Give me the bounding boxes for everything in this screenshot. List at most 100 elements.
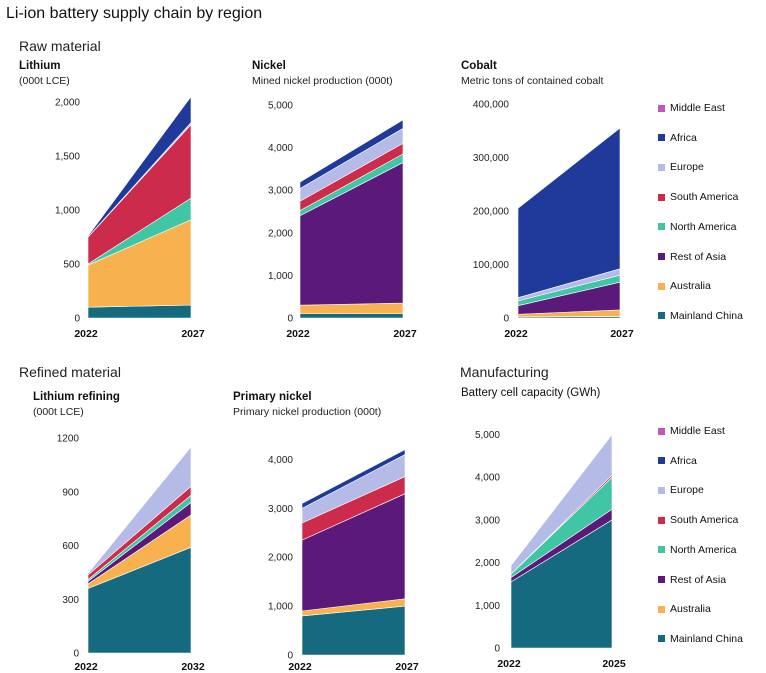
chart-5: 0 1,000 2,000 3,000 4,000 5,000 2022 2025 <box>475 430 626 670</box>
legend-item-mainland-china: Mainland China <box>658 309 743 323</box>
y-tick-label: 2,000 <box>55 98 80 109</box>
area-africa <box>87 95 192 238</box>
y-tick-label: 3,000 <box>268 186 293 197</box>
x-tick-label: 2022 <box>74 661 98 673</box>
legend-item-europe: Europe <box>658 483 704 497</box>
y-tick-label: 600 <box>62 541 79 552</box>
chart-subtitle-cobalt: Metric tons of contained cobalt <box>461 75 604 87</box>
area-africa <box>301 449 406 509</box>
legend-item-middle-east: Middle East <box>658 424 725 438</box>
legend-swatch <box>658 193 665 201</box>
legend-item-south-america: South America <box>658 190 738 204</box>
y-tick-label: 0 <box>287 314 293 325</box>
y-tick-label: 0 <box>287 651 293 662</box>
legend-label: North America <box>670 543 737 556</box>
y-tick-label: 3,000 <box>268 504 293 515</box>
legend-swatch <box>658 516 665 524</box>
legend-item-north-america: North America <box>658 220 737 234</box>
section-title-manufacturing: Manufacturing <box>460 364 549 380</box>
legend-item-australia: Australia <box>658 602 711 616</box>
chart-4: 0 1,000 2,000 3,000 4,000 2022 2027 <box>268 449 419 673</box>
chart-title-primary-nickel: Primary nickel <box>233 391 312 403</box>
y-tick-label: 2,000 <box>475 558 500 569</box>
chart-0: 0 500 1,000 1,500 2,000 2022 2027 <box>55 95 205 340</box>
legend-label: Europe <box>670 161 704 174</box>
chart-title-lithium: Lithium <box>19 60 61 72</box>
legend-label: South America <box>670 514 739 527</box>
legend-label: Australia <box>670 603 711 616</box>
legend-swatch <box>658 104 665 112</box>
legend-label: North America <box>670 220 737 233</box>
area-mainland-china <box>299 313 404 319</box>
x-tick-label: 2022 <box>286 328 310 340</box>
chart-1: 0 1,000 2,000 3,000 4,000 5,000 2022 2027 <box>268 101 417 341</box>
chart-subtitle-nickel: Mined nickel production (000t) <box>252 75 393 87</box>
x-tick-label: 2025 <box>602 658 626 670</box>
y-tick-label: 1,000 <box>268 271 293 282</box>
y-tick-label: 2,000 <box>268 228 293 239</box>
legend-item-europe: Europe <box>658 160 704 174</box>
y-tick-label: 900 <box>62 487 79 498</box>
chart-title-battery-cell-capacity: Battery cell capacity (GWh) <box>461 387 601 399</box>
legend-swatch <box>658 312 665 320</box>
x-tick-label: 2027 <box>181 328 205 340</box>
legend-item-rest-of-asia: Rest of Asia <box>658 573 726 587</box>
y-tick-label: 1,000 <box>268 602 293 613</box>
x-tick-label: 2022 <box>288 661 312 673</box>
legend-label: Middle East <box>670 425 725 437</box>
x-tick-label: 2027 <box>393 328 417 340</box>
y-tick-label: 100,000 <box>473 260 510 271</box>
y-tick-label: 1,000 <box>55 206 80 217</box>
y-tick-label: 1,500 <box>55 152 80 163</box>
legend-swatch <box>658 427 665 435</box>
section-title-refined-material: Refined material <box>19 364 121 380</box>
legend-label: Rest of Asia <box>670 250 727 263</box>
y-tick-label: 500 <box>63 260 80 271</box>
x-tick-label: 2022 <box>74 328 98 340</box>
legend-swatch <box>658 576 665 583</box>
area-africa <box>299 119 404 190</box>
legend-label: Mainland China <box>670 632 743 645</box>
legend-label: Australia <box>670 280 711 293</box>
legend-item-rest-of-asia: Rest of Asia <box>658 250 726 264</box>
legend-swatch <box>658 635 665 643</box>
chart-title-nickel: Nickel <box>252 60 286 72</box>
area-africa <box>517 127 621 299</box>
area-europe <box>510 433 613 575</box>
legend-swatch <box>658 163 665 171</box>
legend-swatch <box>658 605 665 613</box>
x-tick-label: 2027 <box>395 661 419 673</box>
area-europe <box>87 446 192 576</box>
chart-title-cobalt: Cobalt <box>461 60 497 72</box>
y-tick-label: 3,000 <box>475 515 500 526</box>
legend-label: Mainland China <box>670 309 743 322</box>
y-tick-label: 0 <box>503 314 509 325</box>
chart-subtitle-lithium-refining: (000t LCE) <box>33 406 84 418</box>
y-tick-label: 4,000 <box>268 455 293 466</box>
y-tick-label: 1200 <box>57 434 80 445</box>
x-tick-label: 2032 <box>181 661 205 673</box>
y-tick-label: 5,000 <box>268 101 293 112</box>
legend-item-australia: Australia <box>658 279 711 293</box>
chart-3: 0 300 600 900 1200 2022 2032 <box>57 434 205 673</box>
y-tick-label: 400,000 <box>473 100 510 111</box>
y-tick-label: 0 <box>74 314 80 325</box>
y-tick-label: 0 <box>73 649 79 660</box>
y-tick-label: 4,000 <box>268 143 293 154</box>
legend-swatch <box>658 253 665 260</box>
legend-item-africa: Africa <box>658 131 697 145</box>
legend-item-middle-east: Middle East <box>658 101 725 115</box>
y-tick-label: 200,000 <box>473 207 510 218</box>
chart-2: 0 100,000 200,000 300,000 400,000 2022 2027 <box>473 100 634 341</box>
y-tick-label: 5,000 <box>475 430 500 441</box>
legend-label: Europe <box>670 484 704 497</box>
legend-item-africa: Africa <box>658 454 697 468</box>
y-tick-label: 4,000 <box>475 473 500 484</box>
legend-swatch <box>658 282 665 290</box>
legend-item-south-america: South America <box>658 513 738 527</box>
y-tick-label: 300,000 <box>473 153 510 164</box>
y-tick-label: 0 <box>494 644 500 655</box>
y-tick-label: 1,000 <box>475 601 500 612</box>
legend-label: South America <box>670 191 739 204</box>
